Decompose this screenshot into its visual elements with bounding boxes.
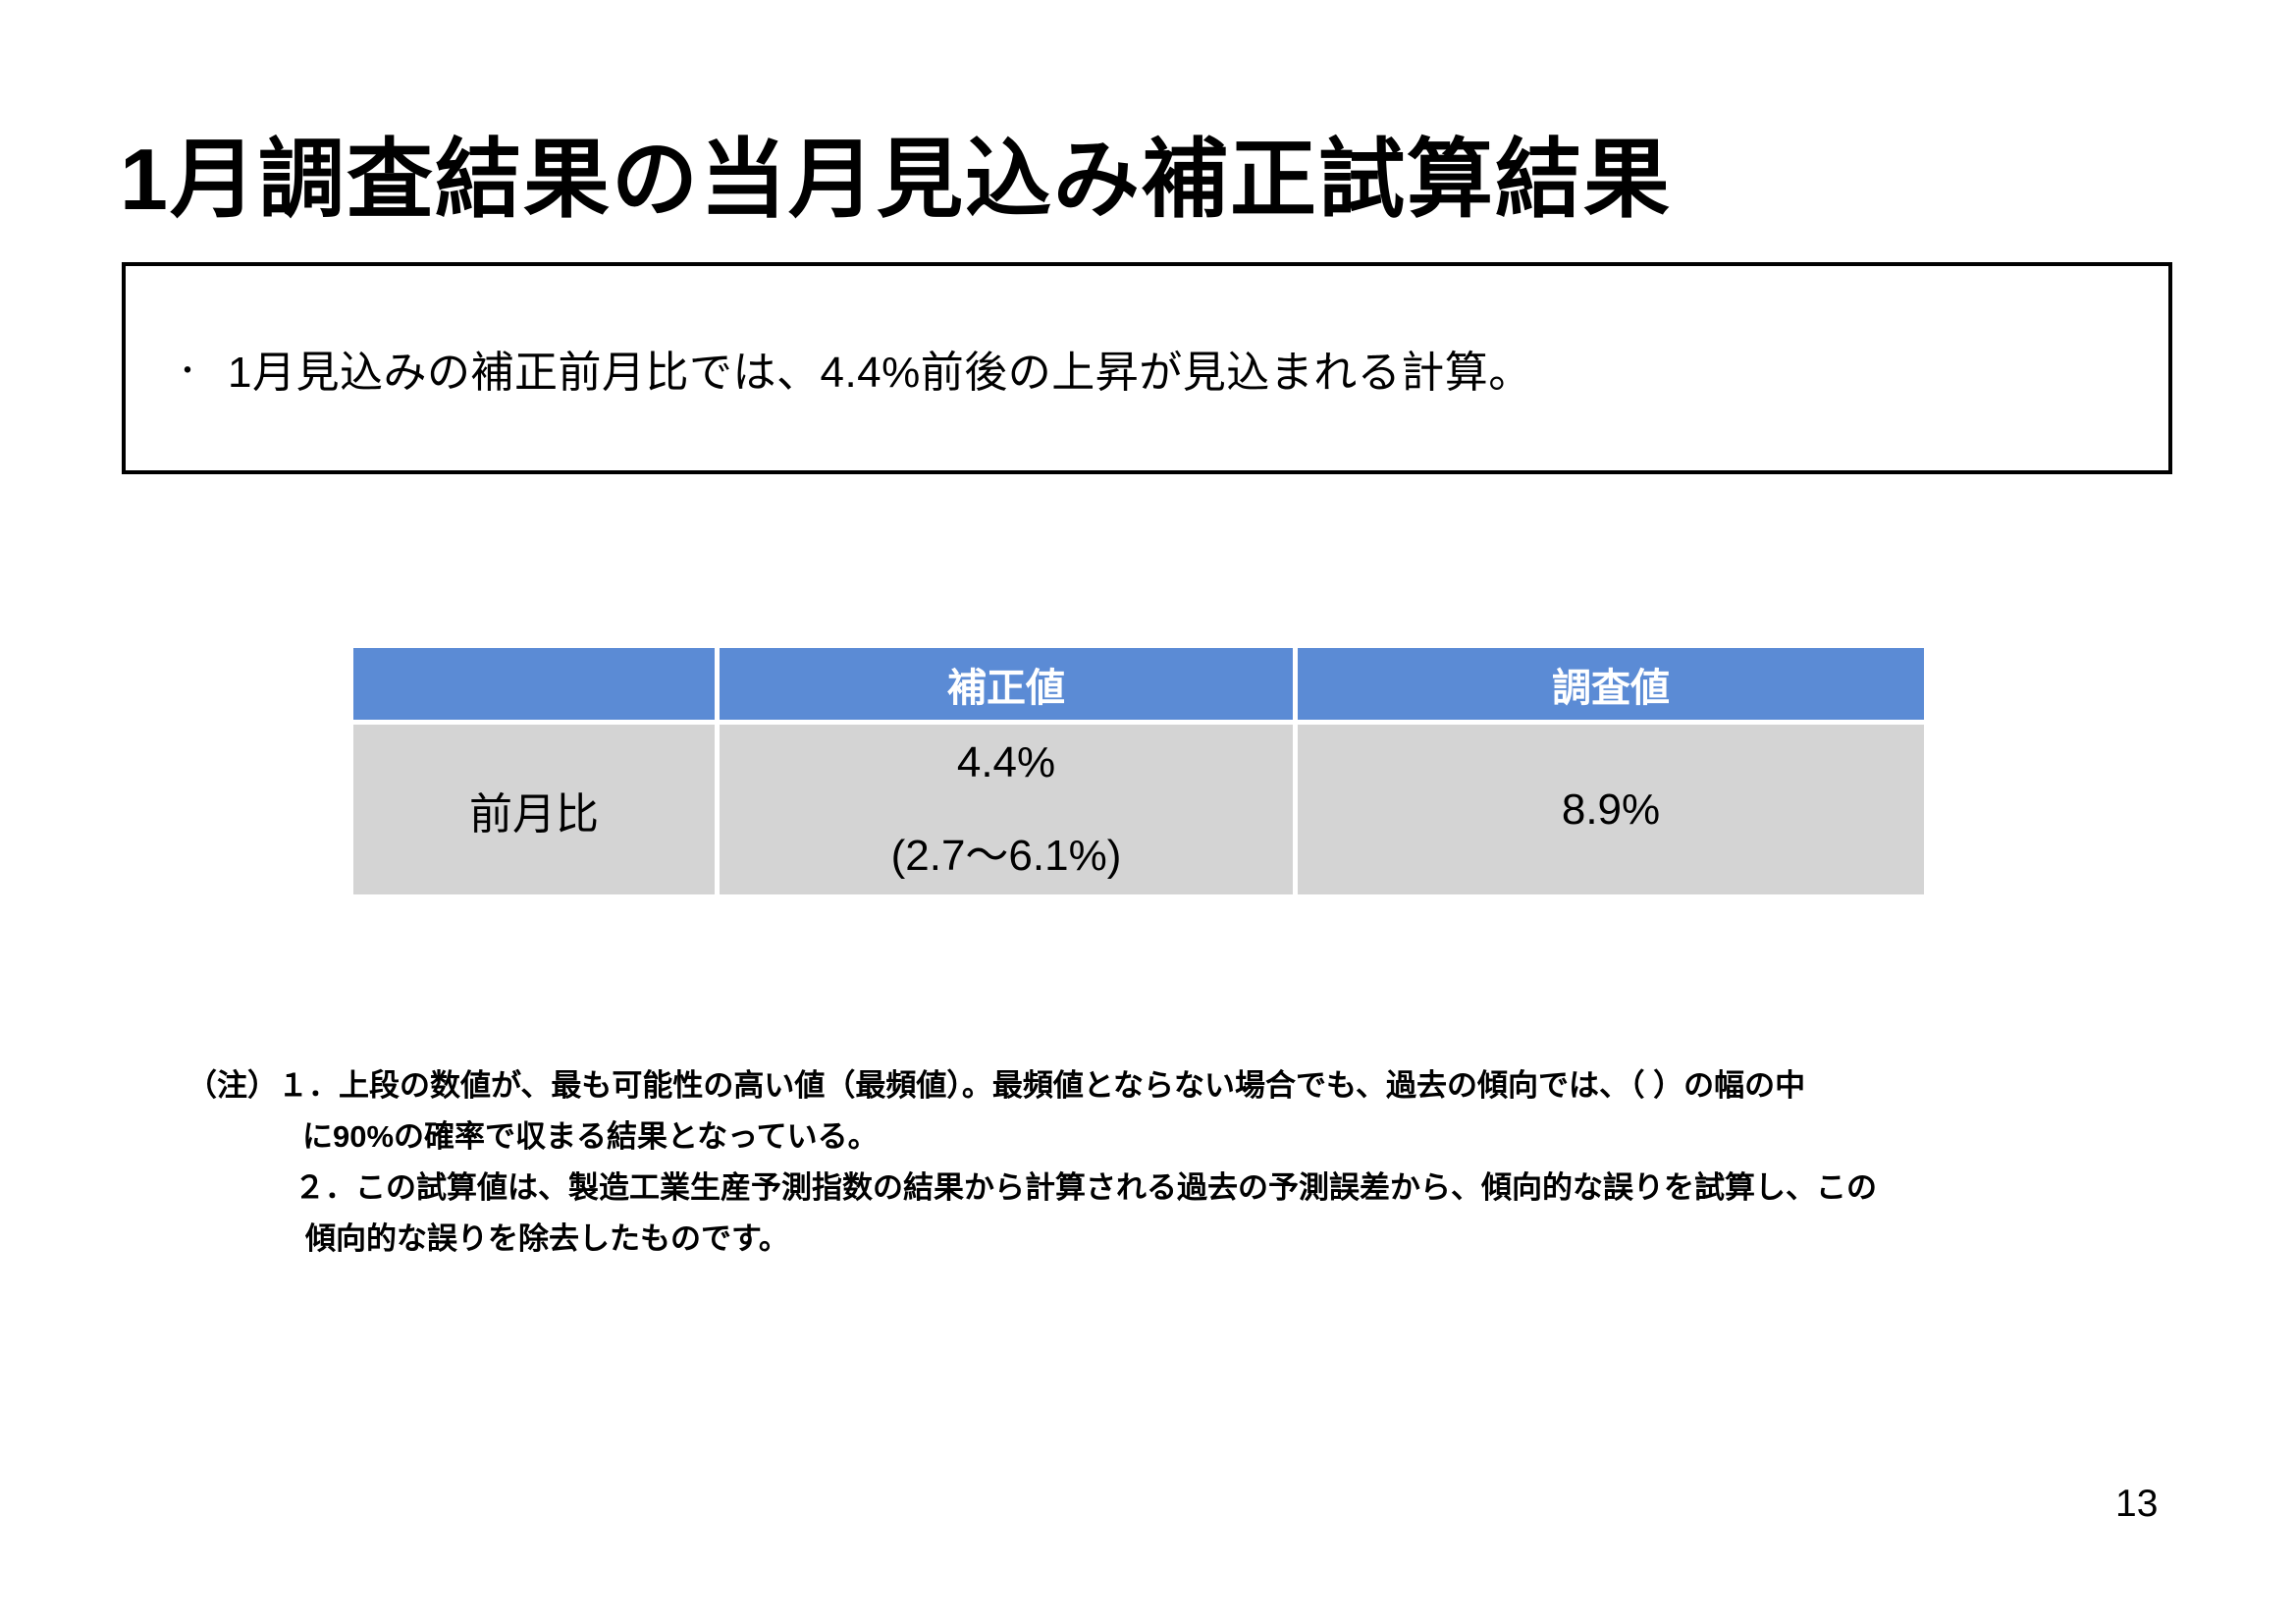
note-line-4: 傾向的な誤りを除去したものです。 — [305, 1221, 789, 1256]
table-cell-surveyed: 8.9% — [1298, 725, 1924, 894]
note-line-1: （注）１．上段の数値が、最も可能性の高い値（最頻値）。最頻値とならない場合でも、… — [187, 1068, 1806, 1103]
table-header-surveyed: 調査値 — [1298, 648, 1924, 720]
page-number: 13 — [2115, 1483, 2159, 1525]
summary-box: ・ 1月見込みの補正前月比では、4.4%前後の上昇が見込まれる計算。 — [122, 262, 2172, 474]
page-title: 1月調査結果の当月見込み補正試算結果 — [120, 131, 1672, 228]
note-line-3: ２．この試算値は、製造工業生産予測指数の結果から計算される過去の予測誤差から、傾… — [294, 1170, 1877, 1205]
corrected-value: 4.4% — [956, 738, 1056, 786]
note-line-2: に90%の確率で収まる結果となっている。 — [302, 1119, 879, 1154]
bullet-marker: ・ — [173, 355, 202, 388]
summary-text: 1月見込みの補正前月比では、4.4%前後の上昇が見込まれる計算。 — [228, 349, 1532, 397]
table-header-corrected: 補正値 — [720, 648, 1293, 720]
notes-block: （注）１．上段の数値が、最も可能性の高い値（最頻値）。最頻値とならない場合でも、… — [187, 1060, 1877, 1265]
table-row-label: 前月比 — [353, 725, 715, 894]
table-cell-corrected: 4.4% (2.7～6.1%) — [720, 725, 1293, 894]
result-table: 補正値 調査値 前月比 4.4% (2.7～6.1%) 8.9% — [353, 648, 1924, 894]
table-header-blank — [353, 648, 715, 720]
corrected-range: (2.7～6.1%) — [890, 832, 1122, 880]
